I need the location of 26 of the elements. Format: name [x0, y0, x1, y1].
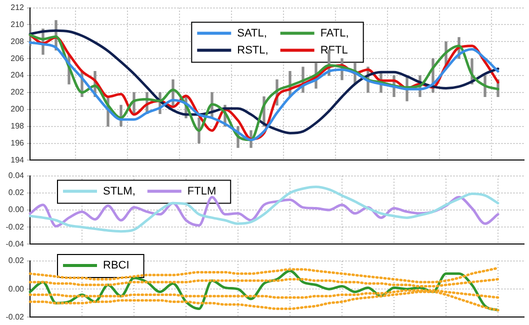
y-tick-label: -0.04	[6, 239, 25, 248]
y-tick-label: 194	[10, 155, 25, 164]
y-tick-label: 0.00	[8, 284, 25, 294]
y-tick-label: 196	[10, 138, 25, 148]
legend-label: STLM,	[103, 185, 136, 198]
legend-label: FATL,	[320, 27, 349, 40]
y-tick-label: 200	[10, 104, 25, 114]
legend-label: FTLM	[187, 185, 216, 198]
legend-label: RBCI	[103, 260, 130, 272]
legend-label: RSTL,	[237, 44, 268, 56]
y-tick-label: -0.02	[6, 222, 25, 232]
line-series	[28, 186, 500, 233]
y-tick-label: 198	[10, 122, 25, 131]
y-tick-label: 0.00	[8, 205, 25, 214]
y-tick-label: 0.04	[8, 171, 25, 180]
y-tick-label: 208	[10, 36, 25, 46]
legend-label: SATL,	[237, 27, 267, 40]
y-tick-label: 0.02	[8, 188, 25, 198]
y-tick-label: 0.02	[8, 256, 25, 266]
y-tick-label: 202	[10, 88, 25, 97]
y-tick-label: 206	[10, 54, 25, 63]
y-tick-label: 212	[10, 3, 25, 12]
y-tick-label: 204	[10, 70, 25, 80]
line-series	[28, 290, 500, 312]
y-tick-label: -0.02	[6, 312, 25, 322]
y-tick-label: 210	[10, 20, 25, 29]
